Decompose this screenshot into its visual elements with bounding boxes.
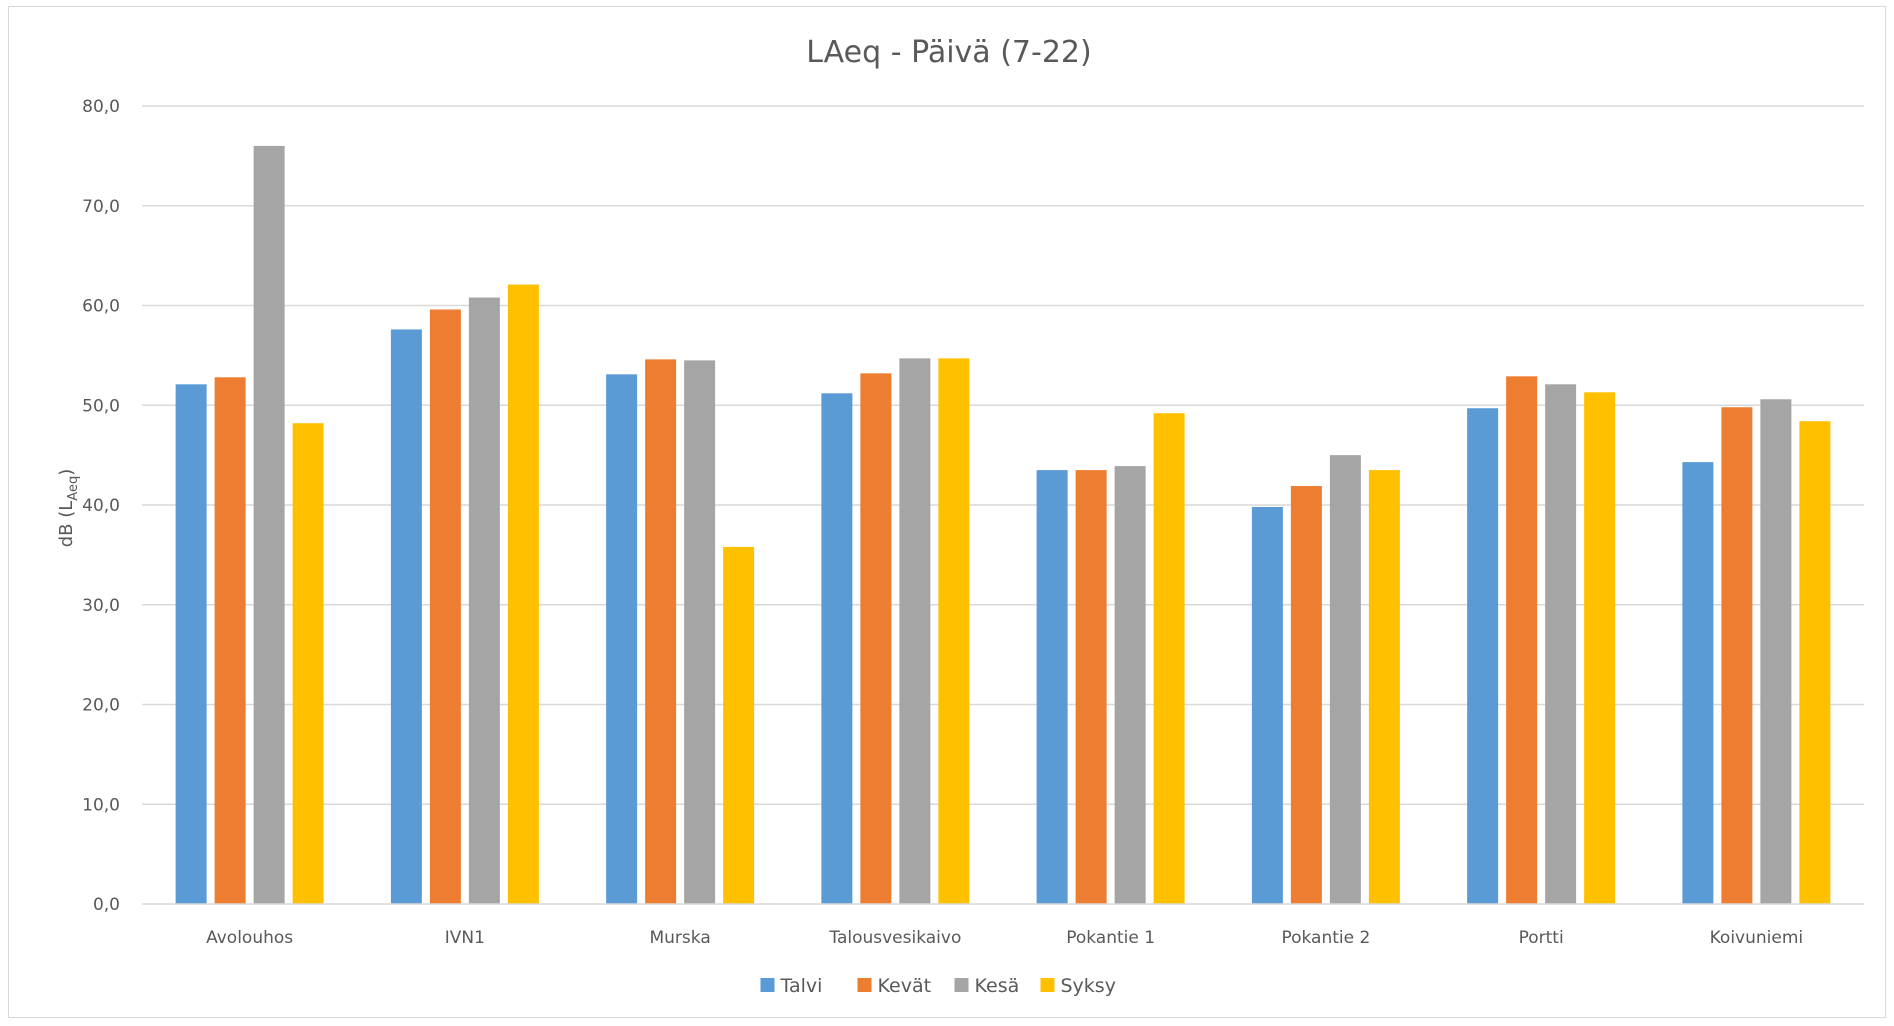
x-tick-label: Avolouhos xyxy=(206,928,293,948)
chart-title: LAeq - Päivä (7-22) xyxy=(806,35,1091,70)
legend-label: Talvi xyxy=(780,975,823,997)
bar-kevät xyxy=(860,373,892,905)
x-tick-label: Koivuniemi xyxy=(1710,928,1804,948)
bar-syksy xyxy=(723,546,755,904)
legend-swatch xyxy=(1040,978,1055,992)
y-axis-ticks: 0,0 10,0 20,0 30,0 40,0 50,0 60,0 70,0 80,0 xyxy=(82,97,120,915)
bar-talvi xyxy=(1682,462,1714,904)
bar-kevät xyxy=(645,359,677,904)
x-tick-label: Pokantie 2 xyxy=(1281,928,1370,948)
bar-talvi xyxy=(175,384,207,904)
bar-talvi xyxy=(606,374,638,904)
y-tick-label: 50,0 xyxy=(82,396,120,416)
y-tick-label: 10,0 xyxy=(82,795,120,815)
bar-syksy xyxy=(507,284,539,904)
bar-kesä xyxy=(899,358,931,904)
bar-kesä xyxy=(468,297,500,904)
y-tick-label: 70,0 xyxy=(82,197,120,217)
bar-kesä xyxy=(1114,466,1146,904)
y-tick-label: 20,0 xyxy=(82,696,120,716)
x-tick-label: IVN1 xyxy=(445,928,485,948)
legend-swatch xyxy=(857,978,872,992)
legend-label: Kesä xyxy=(975,975,1020,997)
bar-kevät xyxy=(429,309,461,904)
y-axis-label-main: dB (L xyxy=(56,501,77,548)
bar-kesä xyxy=(1329,455,1361,904)
bars xyxy=(175,145,1831,905)
bar-talvi xyxy=(1251,506,1283,904)
legend-label: Syksy xyxy=(1061,975,1116,997)
bar-syksy xyxy=(292,423,324,904)
y-axis-label-end: ) xyxy=(56,469,77,476)
y-tick-label: 40,0 xyxy=(82,496,120,516)
bar-kevät xyxy=(1721,407,1753,904)
y-tick-label: 80,0 xyxy=(82,97,120,117)
x-tick-label: Murska xyxy=(649,928,710,948)
bar-syksy xyxy=(1153,413,1185,904)
x-tick-label: Portti xyxy=(1519,928,1564,948)
legend: Talvi Kevät Kesä Syksy xyxy=(760,975,1116,997)
legend-swatch xyxy=(954,978,969,992)
bar-kevät xyxy=(1290,486,1322,904)
y-tick-label: 0,0 xyxy=(93,895,120,915)
legend-swatch xyxy=(760,978,775,992)
bar-syksy xyxy=(1584,392,1616,904)
bar-kevät xyxy=(1075,470,1107,904)
bar-syksy xyxy=(1368,470,1400,904)
y-axis-label: dB (LAeq) xyxy=(56,469,81,548)
bar-kesä xyxy=(1760,399,1792,904)
bar-syksy xyxy=(1799,421,1831,904)
y-tick-label: 60,0 xyxy=(82,297,120,317)
bar-kevät xyxy=(1506,376,1538,904)
bar-kesä xyxy=(253,145,285,904)
y-axis-label-subscript: Aeq xyxy=(66,476,81,501)
bar-kevät xyxy=(214,377,246,904)
bar-syksy xyxy=(938,358,970,904)
bar-talvi xyxy=(1467,408,1499,904)
x-axis-labels: Avolouhos IVN1 Murska Talousvesikaivo Pokant… xyxy=(206,928,1803,948)
bar-talvi xyxy=(1036,470,1068,904)
bar-kesä xyxy=(684,360,716,904)
bar-talvi xyxy=(821,393,853,904)
bar-talvi xyxy=(390,329,422,904)
x-tick-label: Talousvesikaivo xyxy=(828,928,961,948)
x-tick-label: Pokantie 1 xyxy=(1066,928,1155,948)
legend-label: Kevät xyxy=(878,975,932,997)
bar-kesä xyxy=(1545,384,1577,904)
gridlines xyxy=(142,105,1864,805)
y-tick-label: 30,0 xyxy=(82,596,120,616)
